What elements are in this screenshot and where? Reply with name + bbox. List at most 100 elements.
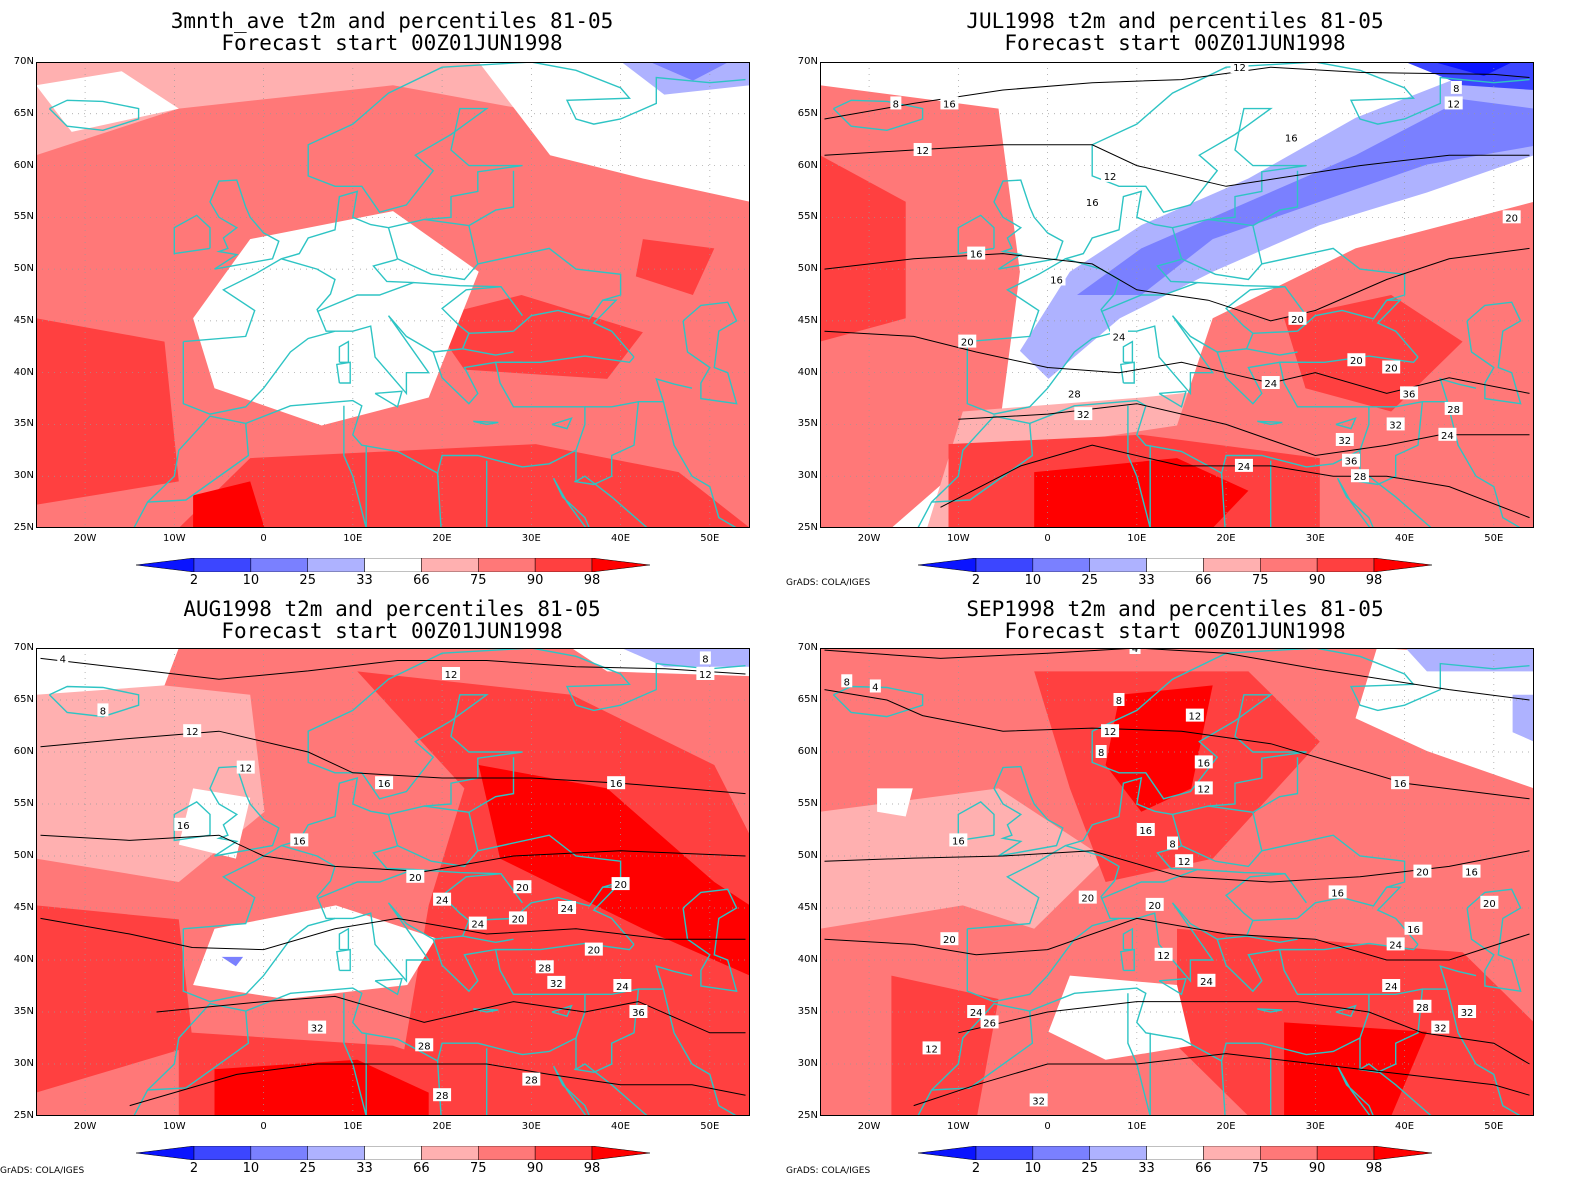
panel-title: JUL1998 t2m and percentiles 81-05 Foreca… <box>780 10 1570 54</box>
coastline <box>1246 935 1298 944</box>
coastline <box>372 814 414 871</box>
colorbar-label: 33 <box>356 573 373 588</box>
lat-tick-label: 40N <box>797 366 818 378</box>
coastline <box>1358 401 1424 486</box>
contour-label-bg <box>406 869 425 883</box>
contour-label: 32 <box>1434 1024 1447 1035</box>
contour-label: 16 <box>1465 868 1478 879</box>
contour-label-bg <box>890 96 902 110</box>
lat-tick-label: 25N <box>797 522 818 533</box>
contour-label-bg <box>1480 895 1499 909</box>
coastline <box>336 948 351 972</box>
temperature-contour <box>824 144 1530 187</box>
percentile-region <box>36 318 179 505</box>
percentile-region <box>1355 648 1534 789</box>
contour-label-bg <box>1502 210 1521 224</box>
contour-label: 12 <box>1178 857 1191 868</box>
colorbar-label: 2 <box>971 1161 981 1176</box>
coastline <box>1225 286 1298 335</box>
colorbar-label: 2 <box>189 1161 199 1176</box>
contour-label: 28 <box>525 1076 538 1087</box>
contour-label: 20 <box>1148 901 1161 912</box>
contour-label: 12 <box>925 1044 938 1055</box>
coastline <box>1220 1060 1226 1116</box>
coastline <box>1252 757 1299 813</box>
coastline <box>531 62 746 125</box>
temperature-contour <box>40 730 746 795</box>
contour-label: 20 <box>1081 894 1094 905</box>
contour-label: 12 <box>699 670 712 681</box>
contour-label-bg <box>442 667 461 680</box>
coastline <box>1156 814 1198 871</box>
contour-label-bg <box>1444 96 1463 110</box>
colorbar-swatch <box>364 1145 422 1161</box>
contour-label: 16 <box>378 779 391 790</box>
contour-label-bg <box>1382 979 1401 992</box>
coastline <box>281 258 336 332</box>
lat-tick-label: 30N <box>13 1058 34 1069</box>
contour-label-bg <box>584 942 603 956</box>
contour-label: 12 <box>916 146 929 157</box>
contour-label-bg <box>97 703 109 717</box>
contour-label-bg <box>1458 1005 1477 1018</box>
contour-label: 16 <box>952 836 965 847</box>
contour-label-bg <box>1431 1020 1450 1034</box>
coastline <box>336 361 351 384</box>
colorbar-swatches <box>135 1145 651 1161</box>
coastline <box>691 1063 738 1116</box>
contour-label: 24 <box>1441 431 1454 442</box>
temperature-contour <box>824 689 1530 800</box>
contour-label: 16 <box>943 99 956 110</box>
colorbar-label: 25 <box>1081 1161 1098 1176</box>
percentile-shaded-map: 12 8 12 16 12 16 16 16 20 20 20 24 24 28 32 36 28 32 24 20 3… <box>820 62 1534 528</box>
contour-label-bg <box>308 1020 327 1034</box>
coastline <box>473 1008 499 1013</box>
colorbar-swatch <box>193 1145 252 1161</box>
lon-tick-label: 10E <box>1127 533 1147 544</box>
lat-tick-label: 65N <box>13 694 34 705</box>
grads-credit: GrADS: COLA/IGES <box>786 578 871 588</box>
colorbar-swatch <box>307 557 365 573</box>
contour-label: 4 <box>872 682 878 693</box>
lon-tick-label: 0 <box>1044 1121 1051 1132</box>
contour-label: 12 <box>1104 172 1117 183</box>
coastline <box>473 420 499 426</box>
coastline <box>832 685 924 718</box>
contour-label: 28 <box>418 1041 431 1052</box>
contour-label-bg <box>1145 897 1164 911</box>
colorbar-high-arrow <box>591 557 651 573</box>
contour-label-bg <box>375 776 394 790</box>
lon-tick-label: 30E <box>1305 1121 1325 1132</box>
contour-label: 20 <box>409 873 422 884</box>
colorbar-swatch <box>1203 557 1261 573</box>
contour-label-bg <box>558 901 577 914</box>
contour-label-bg <box>1175 854 1194 868</box>
lat-tick-label: 65N <box>797 694 818 705</box>
colorbar-swatch <box>250 1145 308 1161</box>
colorbar-swatch <box>1089 1145 1147 1161</box>
contour-label: 16 <box>970 250 983 261</box>
temperature-contour <box>40 657 746 680</box>
contour-label-bg <box>699 651 711 665</box>
lon-tick-label: 0 <box>260 1121 267 1132</box>
coastline <box>993 765 1064 857</box>
colorbar-label: 2 <box>189 573 199 588</box>
contour-label: 16 <box>1407 925 1420 936</box>
lon-tick-label: 20W <box>857 1121 881 1132</box>
contour-label-bg <box>913 143 932 157</box>
lon-tick-label: 20W <box>73 1121 97 1132</box>
panel-title: AUG1998 t2m and percentiles 81-05 Foreca… <box>12 598 772 642</box>
lon-tick-label: 10E <box>343 533 363 544</box>
contour-label: 32 <box>1461 1008 1474 1019</box>
panel-title: 3mnth_ave t2m and percentiles 81-05 Fore… <box>12 10 772 54</box>
lat-tick-label: 25N <box>13 1110 34 1121</box>
contour-label: 32 <box>1389 420 1402 431</box>
colorbar-swatch <box>1089 557 1147 573</box>
colorbar-swatches <box>917 1145 1433 1161</box>
contour-label-bg <box>967 246 986 260</box>
contour-label: 16 <box>1197 758 1210 769</box>
contour-label: 20 <box>943 935 956 946</box>
colorbar-label: 33 <box>1138 1161 1155 1176</box>
coastline <box>1127 405 1151 528</box>
